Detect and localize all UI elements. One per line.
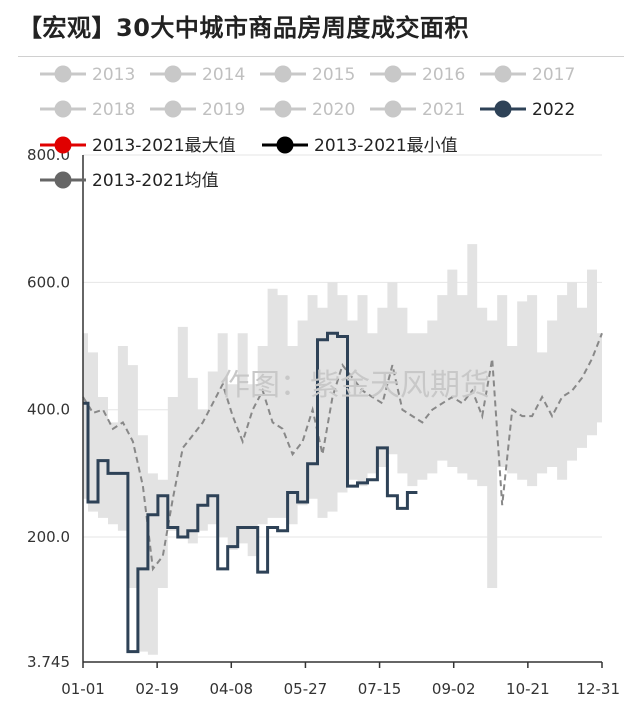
band-area (83, 244, 602, 655)
legend-item-2021[interactable]: 2021 (370, 100, 465, 120)
legend-marker-icon (164, 100, 182, 118)
line-2022 (83, 331, 418, 654)
series-2022 (83, 331, 418, 654)
legend-label: 2022 (532, 100, 575, 120)
legend-item-2017[interactable]: 2017 (480, 65, 575, 85)
legend-item-2013-2021最小值[interactable]: 2013-2021最小值 (262, 136, 458, 156)
legend-marker-icon (384, 65, 402, 83)
legend-label: 2017 (532, 65, 575, 85)
x-tick-labels: 01-01 02-19 04-08 05-27 07-15 09-02 10-21 12-31 (61, 662, 620, 698)
legend-item-2019[interactable]: 2019 (150, 100, 245, 120)
x-tick-label: 04-08 (209, 680, 253, 698)
legend-item-2018[interactable]: 2018 (40, 100, 135, 120)
watermark-text: 作图：紫金天风期货 (220, 368, 490, 403)
legend-label: 2013 (92, 65, 135, 85)
legend-label: 2020 (312, 100, 355, 120)
axes (82, 155, 602, 663)
legend-label: 2013-2021最大值 (92, 136, 236, 156)
legend-item-2013-2021均值[interactable]: 2013-2021均值 (40, 171, 219, 191)
x-tick-label: 05-27 (284, 680, 328, 698)
y-tick-label: 400.0 (27, 401, 70, 419)
legend-item-2022[interactable]: 2022 (480, 100, 575, 120)
y-tick-label: 600.0 (27, 273, 70, 291)
x-tick-label: 02-19 (135, 680, 179, 698)
legend-label: 2014 (202, 65, 245, 85)
x-tick-label: 09-02 (432, 680, 476, 698)
legend-label: 2016 (422, 65, 465, 85)
legend-label: 2013-2021均值 (92, 171, 219, 191)
title-divider (18, 56, 624, 57)
legend-marker-icon (494, 100, 512, 118)
legend-marker-icon (274, 65, 292, 83)
legend-item-2013-2021最大值[interactable]: 2013-2021最大值 (40, 136, 236, 156)
legend-marker-icon (54, 100, 72, 118)
legend-label: 2019 (202, 100, 245, 120)
legend-marker-icon (384, 100, 402, 118)
legend-label: 2015 (312, 65, 355, 85)
legend-marker-icon (276, 136, 294, 154)
legend-marker-icon (274, 100, 292, 118)
max-min-band (83, 244, 602, 655)
legend-marker-icon (164, 65, 182, 83)
legend-item-2013[interactable]: 2013 (40, 65, 135, 85)
x-tick-label: 01-01 (61, 680, 105, 698)
legend[interactable]: 2013 2014 2015 2016 2017 2018 2019 2020 2021 2022… (40, 65, 575, 191)
x-tick-label: 12-31 (576, 680, 620, 698)
legend-item-2015[interactable]: 2015 (260, 65, 355, 85)
legend-marker-icon (54, 65, 72, 83)
x-tick-label: 07-15 (358, 680, 402, 698)
legend-item-2016[interactable]: 2016 (370, 65, 465, 85)
legend-item-2014[interactable]: 2014 (150, 65, 245, 85)
y-tick-label: 3.745 (27, 653, 70, 671)
y-tick-label: 200.0 (27, 528, 70, 546)
legend-marker-icon (54, 171, 72, 189)
legend-label: 2018 (92, 100, 135, 120)
legend-label: 2013-2021最小值 (314, 136, 458, 156)
legend-marker-icon (54, 136, 72, 154)
legend-marker-icon (494, 65, 512, 83)
chart-title: 【宏观】30大中城市商品房周度成交面积 (18, 14, 469, 42)
x-tick-label: 10-21 (506, 680, 550, 698)
legend-item-2020[interactable]: 2020 (260, 100, 355, 120)
legend-label: 2021 (422, 100, 465, 120)
average-line (82, 332, 603, 572)
average-series (82, 332, 603, 572)
